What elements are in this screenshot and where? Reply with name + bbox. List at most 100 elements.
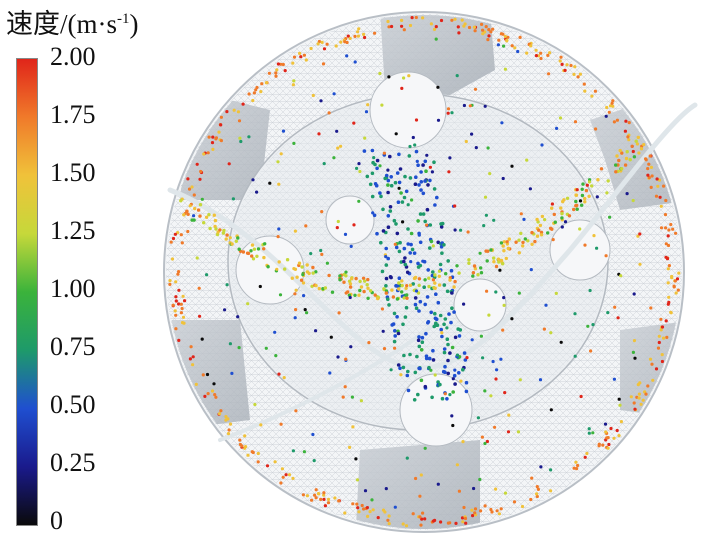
particle xyxy=(606,436,610,440)
particle xyxy=(450,345,455,350)
particle xyxy=(206,392,210,396)
particle xyxy=(171,236,176,241)
particle xyxy=(460,516,465,520)
particle xyxy=(397,180,402,185)
particle xyxy=(181,294,185,298)
particle xyxy=(539,56,543,61)
particle xyxy=(591,431,595,435)
particle xyxy=(631,350,635,354)
particle xyxy=(359,285,364,289)
particle xyxy=(381,329,385,333)
particle xyxy=(349,345,353,349)
particle xyxy=(283,267,287,271)
particle xyxy=(427,276,431,280)
particle xyxy=(607,110,611,114)
particle xyxy=(478,251,482,255)
particle xyxy=(322,497,326,501)
particle xyxy=(664,319,668,323)
particle xyxy=(392,311,397,316)
particle xyxy=(455,264,459,268)
particle xyxy=(314,496,318,500)
particle xyxy=(381,207,385,212)
particle xyxy=(635,142,639,146)
particle xyxy=(325,42,329,46)
particle xyxy=(417,233,421,237)
particle xyxy=(659,317,663,321)
particle xyxy=(583,200,587,204)
particle xyxy=(416,163,420,167)
particle xyxy=(595,195,599,199)
particle xyxy=(411,135,415,140)
particle xyxy=(558,116,563,120)
particle xyxy=(218,412,222,416)
particle xyxy=(228,422,233,426)
disk-hole xyxy=(369,71,447,149)
particle xyxy=(632,155,637,159)
particle xyxy=(383,176,387,181)
particle xyxy=(230,242,234,246)
particle xyxy=(612,436,616,440)
particle xyxy=(357,510,361,514)
particle xyxy=(431,270,435,274)
particle xyxy=(378,164,382,168)
particle xyxy=(433,273,437,277)
particle xyxy=(355,478,360,482)
particle xyxy=(344,270,348,274)
particle xyxy=(357,199,361,203)
particle xyxy=(293,292,297,296)
particle xyxy=(618,148,622,153)
particle xyxy=(565,63,569,67)
particle xyxy=(502,249,506,253)
particle xyxy=(193,206,197,211)
particle xyxy=(534,48,538,52)
particle xyxy=(179,199,183,203)
particle xyxy=(253,402,257,407)
particle xyxy=(388,209,393,213)
particle xyxy=(314,283,318,288)
particle xyxy=(463,516,468,521)
particle xyxy=(277,372,281,376)
particle xyxy=(276,62,280,66)
particle xyxy=(281,62,285,67)
particle xyxy=(211,135,215,139)
particle xyxy=(365,283,369,287)
particle xyxy=(405,284,409,288)
particle xyxy=(666,281,670,285)
particle xyxy=(212,213,216,217)
particle xyxy=(573,354,577,358)
particle xyxy=(255,254,259,258)
particle xyxy=(462,505,466,510)
particle xyxy=(356,506,360,510)
particle xyxy=(476,273,480,277)
particle xyxy=(389,175,393,179)
particle xyxy=(637,151,641,155)
particle xyxy=(464,389,469,394)
particle xyxy=(427,284,431,289)
particle xyxy=(580,187,584,191)
particle xyxy=(446,107,451,111)
particle xyxy=(358,288,362,293)
particle xyxy=(560,225,564,229)
particle xyxy=(320,210,324,214)
particle xyxy=(623,163,628,167)
particle xyxy=(352,121,356,125)
particle xyxy=(384,284,388,288)
particle xyxy=(402,28,406,32)
particle xyxy=(322,47,327,51)
particle xyxy=(497,38,501,42)
particle xyxy=(361,276,366,280)
particle xyxy=(660,359,664,364)
particle xyxy=(521,240,525,245)
particle xyxy=(449,320,453,325)
particle xyxy=(368,289,373,293)
particle xyxy=(608,215,612,219)
particle xyxy=(505,240,509,244)
particle xyxy=(457,489,461,493)
particle xyxy=(370,498,374,502)
particle xyxy=(534,54,538,58)
tick-label: 2.00 xyxy=(50,42,96,71)
particle xyxy=(277,260,281,264)
particle xyxy=(236,236,240,240)
particle xyxy=(429,310,434,315)
particle xyxy=(302,53,306,57)
